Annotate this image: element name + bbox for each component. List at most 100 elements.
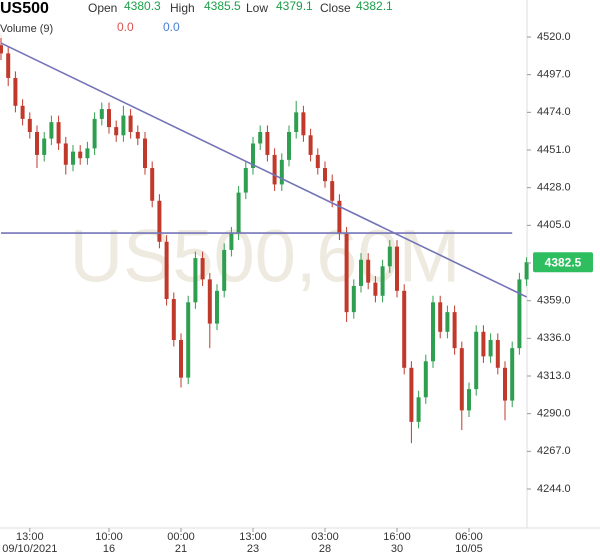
stat-label: High — [170, 1, 195, 15]
x-tick-label: 30 — [391, 543, 403, 555]
candle-body — [143, 138, 147, 169]
candle-body — [395, 246, 399, 291]
stat-value: 4379.1 — [276, 0, 313, 13]
candle-body — [301, 112, 306, 136]
candle-body — [78, 151, 83, 159]
price-tag — [533, 252, 593, 273]
candle-body — [49, 122, 54, 139]
x-tick-label: 00:00 — [167, 531, 195, 543]
candle-body — [63, 143, 68, 165]
candle-body — [207, 279, 212, 324]
candle-body — [409, 367, 414, 422]
candle-body — [517, 279, 522, 349]
candle-body — [467, 389, 471, 411]
candle-body — [179, 339, 183, 378]
candle-body — [92, 118, 97, 149]
y-tick-label: 4336.0 — [537, 332, 571, 344]
stat-label: Open — [88, 1, 117, 15]
candle-body — [13, 77, 18, 106]
x-tick-label: 13:00 — [239, 531, 267, 543]
candle-body — [258, 131, 263, 144]
candle-body — [503, 367, 507, 401]
candle-body — [215, 290, 219, 324]
candle-body — [200, 258, 205, 280]
x-tick-label: 09/10/2021 — [2, 543, 57, 555]
candle-body — [323, 168, 327, 182]
candle-body — [524, 262, 529, 280]
candle-body — [71, 151, 75, 165]
x-tick-label: 06:00 — [455, 531, 483, 543]
candle-body — [99, 109, 104, 119]
y-tick-label: 4520.0 — [537, 31, 571, 43]
stat-label: Close — [320, 1, 351, 15]
candle-body — [85, 148, 90, 159]
volume-value: 0.0 — [117, 20, 134, 34]
candle-body — [510, 348, 515, 401]
candle-body — [423, 361, 428, 398]
volume-value: 0.0 — [163, 20, 180, 34]
candle-body — [445, 312, 450, 332]
y-tick-label: 4290.0 — [537, 408, 571, 420]
candle-body — [107, 109, 111, 128]
x-tick-label: 23 — [247, 543, 259, 555]
candle-body — [459, 348, 464, 411]
volume-label: Volume (9) — [0, 23, 53, 35]
candle-body — [438, 302, 443, 332]
stat-value: 4382.1 — [356, 0, 393, 13]
candle-body — [193, 258, 198, 303]
candle-body — [121, 115, 126, 136]
candle-body — [495, 339, 500, 368]
candle-body — [387, 246, 392, 267]
candle-body — [308, 135, 313, 155]
candle-body — [474, 331, 479, 390]
candle-body — [243, 168, 248, 193]
price-tag-label: 4382.5 — [545, 255, 582, 269]
candle-body — [373, 282, 378, 296]
candle-body — [157, 200, 162, 242]
candle-body — [351, 285, 356, 313]
candle-body — [6, 53, 11, 78]
watermark: US500,60M — [70, 215, 461, 298]
candle-body — [488, 339, 493, 357]
candle-body — [171, 299, 176, 340]
header-bg — [0, 0, 400, 38]
candle-body — [20, 105, 25, 119]
candle-body — [330, 181, 335, 201]
candle-body — [135, 131, 140, 139]
candle-body — [0, 45, 3, 54]
symbol: US500 — [0, 0, 49, 17]
candle-body — [344, 233, 349, 313]
x-tick-label: 28 — [319, 543, 331, 555]
y-tick-label: 4451.0 — [537, 144, 571, 156]
trend-line — [0, 42, 527, 298]
x-tick-label: 10/05 — [455, 543, 483, 555]
stat-value: 4385.5 — [204, 0, 241, 13]
y-tick-label: 4428.0 — [537, 182, 571, 194]
candle-body — [287, 131, 291, 160]
x-tick-label: 16:00 — [383, 531, 411, 543]
candle-body — [380, 266, 385, 296]
candle-body — [251, 143, 255, 169]
candle-body — [128, 115, 133, 132]
candle-body — [431, 302, 435, 362]
candle-body — [164, 241, 169, 300]
candle-body — [114, 127, 119, 136]
y-tick-label: 4474.0 — [537, 106, 571, 118]
candle-body — [42, 138, 47, 155]
y-tick-label: 4313.0 — [537, 370, 571, 382]
candle-body — [337, 200, 342, 234]
x-tick-label: 03:00 — [311, 531, 339, 543]
candle-body — [35, 131, 39, 155]
candle-body — [452, 312, 457, 349]
y-tick-label: 4359.0 — [537, 295, 571, 307]
stat-label: Low — [246, 1, 268, 15]
candle-body — [279, 159, 284, 185]
y-tick-label: 4405.0 — [537, 219, 571, 231]
candle-body — [229, 233, 234, 250]
y-tick-label: 4244.0 — [537, 483, 571, 495]
candle-body — [315, 154, 320, 169]
candle-body — [236, 192, 241, 234]
x-tick-label: 10:00 — [95, 531, 123, 543]
